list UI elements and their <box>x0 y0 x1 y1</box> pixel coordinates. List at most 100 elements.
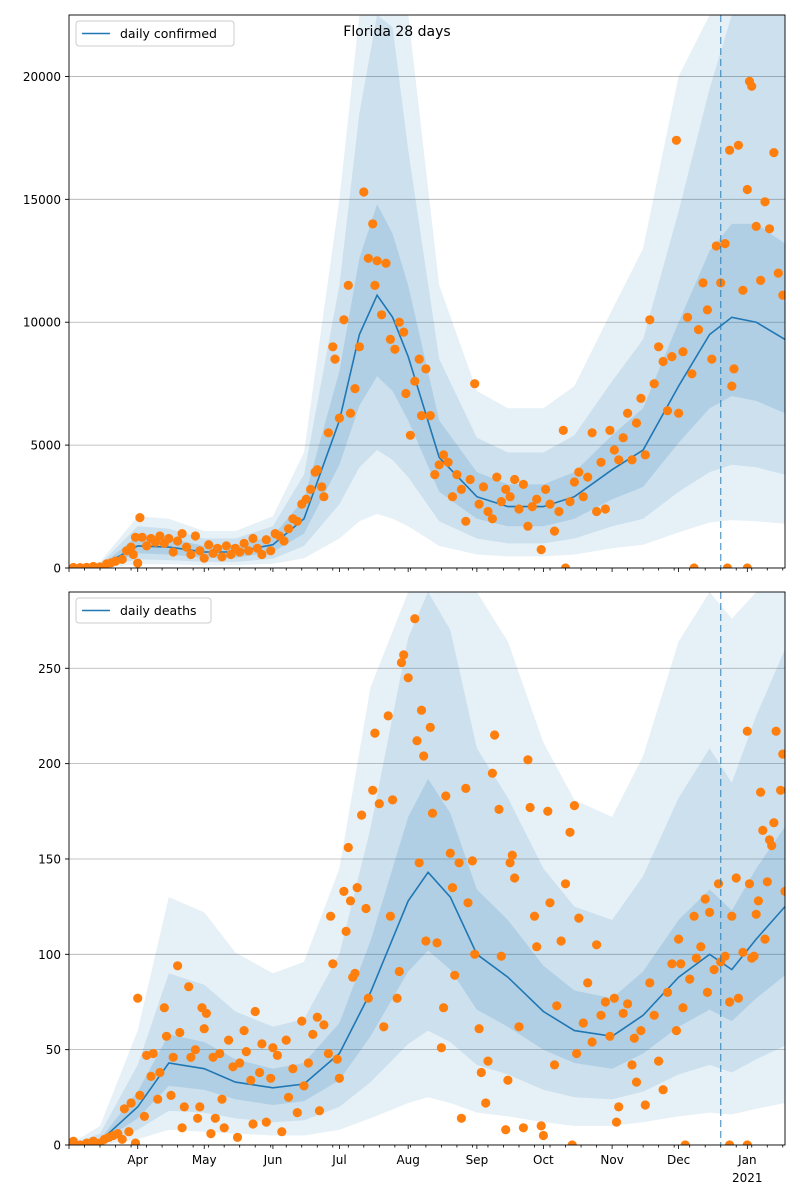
data-point <box>627 1060 637 1070</box>
data-point <box>649 1010 659 1020</box>
data-point <box>532 494 542 504</box>
axes-frame <box>68 14 786 569</box>
data-point <box>383 711 393 721</box>
data-point <box>764 224 775 234</box>
data-point <box>722 563 732 568</box>
data-point <box>674 408 684 418</box>
data-point <box>399 650 409 660</box>
data-point <box>674 934 684 944</box>
data-point <box>667 352 677 362</box>
data-point <box>255 1067 265 1078</box>
x-tick-label: Aug <box>396 1153 419 1167</box>
legend-label: daily deaths <box>120 603 197 618</box>
data-point <box>640 1100 650 1110</box>
data-point <box>687 369 697 379</box>
data-point <box>374 799 384 809</box>
data-point <box>501 1125 511 1135</box>
data-point <box>377 310 387 320</box>
y-tick-label: 50 <box>46 1043 61 1057</box>
data-point <box>733 140 744 150</box>
data-point <box>592 506 602 517</box>
data-point <box>760 934 770 944</box>
data-point <box>266 546 276 556</box>
data-point <box>219 1123 229 1133</box>
data-point <box>640 450 650 460</box>
data-point <box>492 472 502 482</box>
data-point <box>190 531 200 541</box>
data-point <box>572 1048 582 1059</box>
data-point <box>363 993 373 1003</box>
data-point <box>392 993 402 1003</box>
data-point <box>543 806 553 816</box>
data-point <box>729 364 739 374</box>
data-point <box>631 418 642 428</box>
data-point <box>778 290 785 300</box>
data-point <box>614 1102 624 1112</box>
data-point <box>478 482 489 492</box>
data-point <box>368 219 378 229</box>
data-point <box>447 492 458 502</box>
data-point <box>228 1062 238 1072</box>
data-point <box>244 546 254 556</box>
data-point <box>155 531 165 541</box>
data-point <box>654 1056 664 1066</box>
data-point <box>166 1090 176 1100</box>
data-point <box>352 883 362 893</box>
data-point <box>345 896 356 906</box>
data-point <box>583 978 593 988</box>
data-point <box>177 1123 187 1133</box>
data-point <box>328 342 338 352</box>
data-point <box>456 1113 466 1123</box>
data-point <box>720 239 730 249</box>
data-point <box>350 968 360 979</box>
data-point <box>689 911 699 921</box>
data-point <box>494 804 504 815</box>
data-point <box>139 1111 149 1121</box>
data-point <box>261 535 271 545</box>
data-point <box>339 315 349 325</box>
data-point <box>430 470 440 480</box>
x-year-label: 2021 <box>732 1171 763 1185</box>
data-point <box>541 484 551 494</box>
data-point <box>689 563 699 568</box>
data-point <box>345 408 356 418</box>
data-point <box>605 1031 615 1041</box>
y-tick-label: 250 <box>38 662 61 676</box>
data-point <box>268 1043 278 1053</box>
band-inner <box>69 204 785 568</box>
data-point <box>529 911 540 921</box>
data-point <box>645 315 655 325</box>
data-point <box>421 936 431 946</box>
data-point <box>574 467 584 477</box>
data-point <box>662 406 673 416</box>
data-point <box>215 1048 225 1059</box>
data-point <box>725 997 735 1007</box>
x-tick-label: Oct <box>533 1153 554 1167</box>
data-point <box>733 993 744 1003</box>
data-point <box>201 1008 211 1019</box>
data-point <box>299 1081 309 1091</box>
data-point <box>751 909 761 919</box>
data-point <box>596 457 606 467</box>
deaths-legend: daily deaths <box>75 597 212 624</box>
data-point <box>137 532 147 542</box>
data-point <box>199 1024 209 1034</box>
data-point <box>509 873 520 883</box>
band-inner <box>69 778 785 1145</box>
data-point <box>609 445 619 455</box>
data-point <box>667 959 677 969</box>
data-point <box>556 936 566 946</box>
x-tick-label: Apr <box>127 1153 148 1167</box>
data-point <box>190 1045 200 1055</box>
data-point <box>671 1026 682 1036</box>
data-point <box>343 280 353 290</box>
data-point <box>292 1108 302 1118</box>
data-point <box>314 1106 325 1116</box>
data-point <box>600 504 611 514</box>
data-point <box>181 542 192 552</box>
data-point <box>332 1054 342 1064</box>
data-point <box>328 959 338 969</box>
data-point <box>210 1113 220 1123</box>
data-point <box>288 1064 298 1074</box>
data-point <box>436 1043 446 1053</box>
